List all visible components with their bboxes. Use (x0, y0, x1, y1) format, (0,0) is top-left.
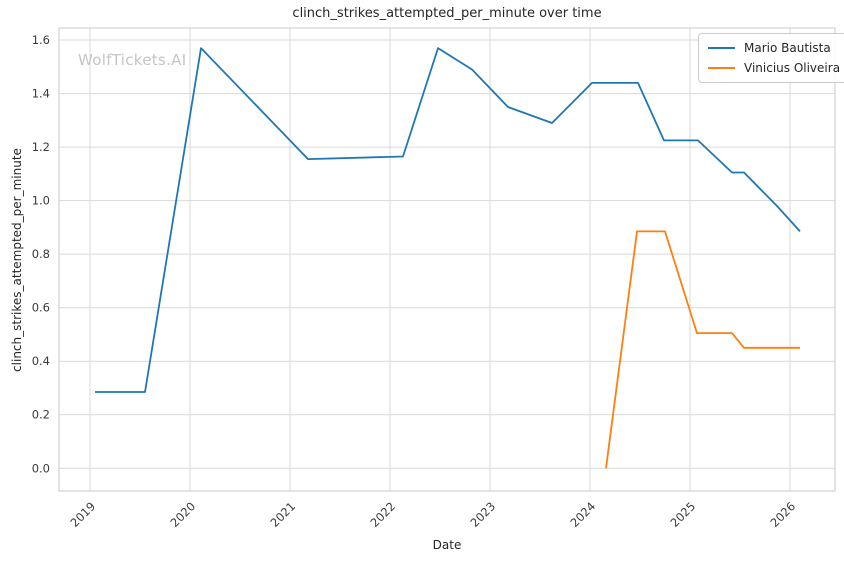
x-tick-label-2021: 2021 (268, 499, 299, 530)
y-tick-label-1.6: 1.6 (32, 33, 50, 47)
legend-item-vinicius-oliveira: Vinicius Oliveira (708, 59, 840, 76)
x-tick-label-2026: 2026 (768, 499, 799, 530)
x-tick-label-2020: 2020 (168, 499, 199, 530)
x-tick-label-2019: 2019 (68, 499, 99, 530)
x-tick-label-2025: 2025 (668, 499, 699, 530)
y-tick-label-0.8: 0.8 (32, 247, 50, 261)
y-tick-label-0.0: 0.0 (32, 461, 50, 475)
y-tick-label-1.4: 1.4 (32, 87, 50, 101)
y-tick-label-0.2: 0.2 (32, 408, 50, 422)
y-tick-label-0.6: 0.6 (32, 301, 50, 315)
legend: Mario Bautista Vinicius Oliveira (698, 33, 844, 83)
y-tick-label-1.0: 1.0 (32, 194, 50, 208)
x-tick-label-2024: 2024 (568, 499, 599, 530)
legend-line-swatch-blue (708, 46, 735, 49)
line-vinicius-oliveira (605, 230, 800, 469)
watermark: WolfTickets.AI (78, 51, 187, 69)
legend-label-mario-bautista: Mario Bautista (744, 40, 831, 55)
legend-label-vinicius-oliveira: Vinicius Oliveira (744, 60, 841, 75)
y-tick-label-0.4: 0.4 (32, 354, 50, 368)
legend-item-mario-bautista: Mario Bautista (708, 39, 840, 56)
line-mario-bautista (95, 47, 801, 393)
x-tick-label-2022: 2022 (368, 499, 399, 530)
y-tick-label-1.2: 1.2 (32, 140, 50, 154)
plot-border (58, 27, 836, 492)
legend-line-swatch-orange (708, 66, 735, 69)
chart-title: clinch_strikes_attempted_per_minute over… (292, 6, 602, 21)
x-axis-label: Date (432, 538, 462, 552)
x-tick-label-2023: 2023 (468, 499, 499, 530)
y-axis-label: clinch_strikes_attempted_per_minute (10, 148, 24, 372)
